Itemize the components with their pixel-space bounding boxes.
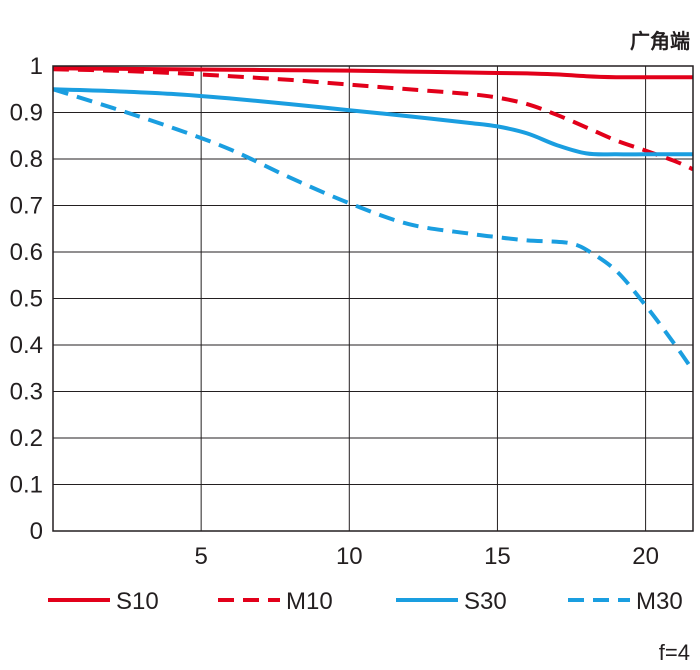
series-line-s30 (53, 87, 693, 157)
x-tick-label: 20 (632, 543, 659, 570)
series-lines (53, 66, 693, 372)
y-tick-label: 0.5 (10, 286, 43, 313)
y-tick-label: 0.7 (10, 193, 43, 220)
aperture-footnote: f=4 (659, 640, 690, 665)
legend-label-m10: M10 (286, 588, 333, 615)
legend: S10 M10 S30 M30 (48, 588, 683, 615)
series-line-m30 (53, 87, 693, 372)
y-tick-label: 0.4 (10, 332, 43, 359)
chart-title: 广角端 (630, 29, 690, 53)
y-tick-label: 0.3 (10, 379, 43, 406)
legend-label-s30: S30 (464, 588, 507, 615)
legend-label-m30: M30 (636, 588, 683, 615)
series-line-s10 (53, 66, 693, 80)
y-tick-label: 0.9 (10, 100, 43, 127)
y-tick-label: 0.8 (10, 146, 43, 173)
y-tick-label: 0.2 (10, 425, 43, 452)
x-tick-label: 15 (484, 543, 511, 570)
x-tick-label: 10 (336, 543, 363, 570)
legend-label-s10: S10 (116, 588, 159, 615)
tick-labels: 00.10.20.30.40.50.60.70.80.915 10 15 20 (10, 53, 659, 570)
y-tick-label: 0.1 (10, 472, 43, 499)
y-tick-label: 0.6 (10, 239, 43, 266)
grid (53, 66, 693, 531)
x-tick-label: 5 (194, 543, 207, 570)
plot-frame (52, 65, 694, 532)
axes (52, 65, 694, 532)
series-line-m10 (53, 67, 693, 172)
y-tick-label: 1 (30, 53, 43, 80)
y-tick-label: 0 (30, 518, 43, 545)
